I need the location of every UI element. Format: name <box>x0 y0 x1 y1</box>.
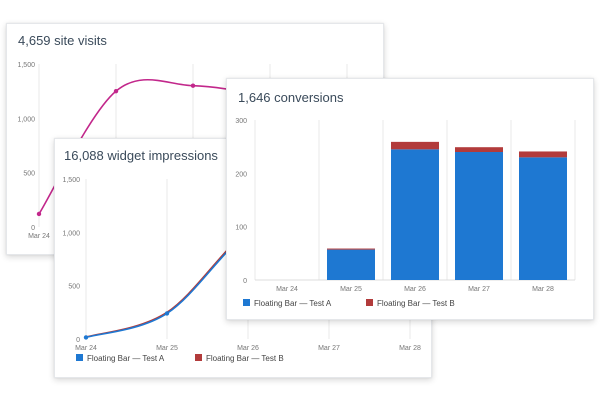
site-visits-title: 4,659 site visits <box>18 33 107 48</box>
data-point <box>164 311 170 316</box>
bar-test-a <box>327 249 375 280</box>
x-tick-label: Mar 24 <box>276 286 298 293</box>
y-tick-label: 1,500 <box>62 177 80 184</box>
x-tick-label: Mar 27 <box>318 345 340 352</box>
data-point <box>113 88 119 94</box>
x-tick-label: Mar 28 <box>532 286 554 293</box>
legend-label: Floating Bar — Test A <box>254 299 332 308</box>
bar-test-b <box>455 147 503 152</box>
y-tick-label: 200 <box>235 171 247 178</box>
x-tick-label: Mar 24 <box>28 233 50 240</box>
conversions-title: 1,646 conversions <box>238 90 344 105</box>
data-point <box>83 335 89 340</box>
y-tick-label: 500 <box>23 171 35 178</box>
y-tick-label: 0 <box>243 278 247 285</box>
y-tick-label: 1,500 <box>17 62 35 69</box>
bar-test-b <box>327 248 375 250</box>
x-tick-label: Mar 26 <box>237 345 259 352</box>
x-tick-label: Mar 25 <box>340 286 362 293</box>
y-tick-label: 1,000 <box>17 116 35 123</box>
x-tick-label: Mar 24 <box>75 345 97 352</box>
legend-swatch <box>76 354 83 361</box>
bar-test-a <box>519 157 567 280</box>
bar-test-a <box>391 149 439 280</box>
legend-swatch <box>366 299 373 306</box>
conversions-chart: 0 100 200 300 Mar 24 Mar 25 Mar 26 Mar 27 Mar 28… <box>235 118 576 308</box>
bar-test-a <box>455 152 503 280</box>
y-tick-label: 500 <box>68 284 80 291</box>
y-tick-label: 0 <box>31 225 35 232</box>
widget-impressions-title: 16,088 widget impressions <box>64 148 218 163</box>
data-point <box>36 211 42 217</box>
x-tick-label: Mar 28 <box>399 345 421 352</box>
conversions-card: 1,646 conversions 0 100 200 300 Mar 24 Mar 25… <box>226 78 594 320</box>
y-tick-label: 0 <box>76 337 80 344</box>
legend-label: Floating Bar — Test B <box>206 354 284 363</box>
legend-swatch <box>243 299 250 306</box>
legend-label: Floating Bar — Test A <box>87 354 165 363</box>
bar-test-b <box>391 141 439 150</box>
legend-label: Floating Bar — Test B <box>377 299 455 308</box>
legend-swatch <box>195 354 202 361</box>
y-tick-label: 100 <box>235 225 247 232</box>
x-tick-label: Mar 25 <box>156 345 178 352</box>
y-tick-label: 300 <box>235 118 247 125</box>
bar-test-b <box>519 151 567 158</box>
y-tick-label: 1,000 <box>62 230 80 237</box>
x-tick-label: Mar 27 <box>468 286 490 293</box>
x-tick-label: Mar 26 <box>404 286 426 293</box>
data-point <box>190 83 196 88</box>
